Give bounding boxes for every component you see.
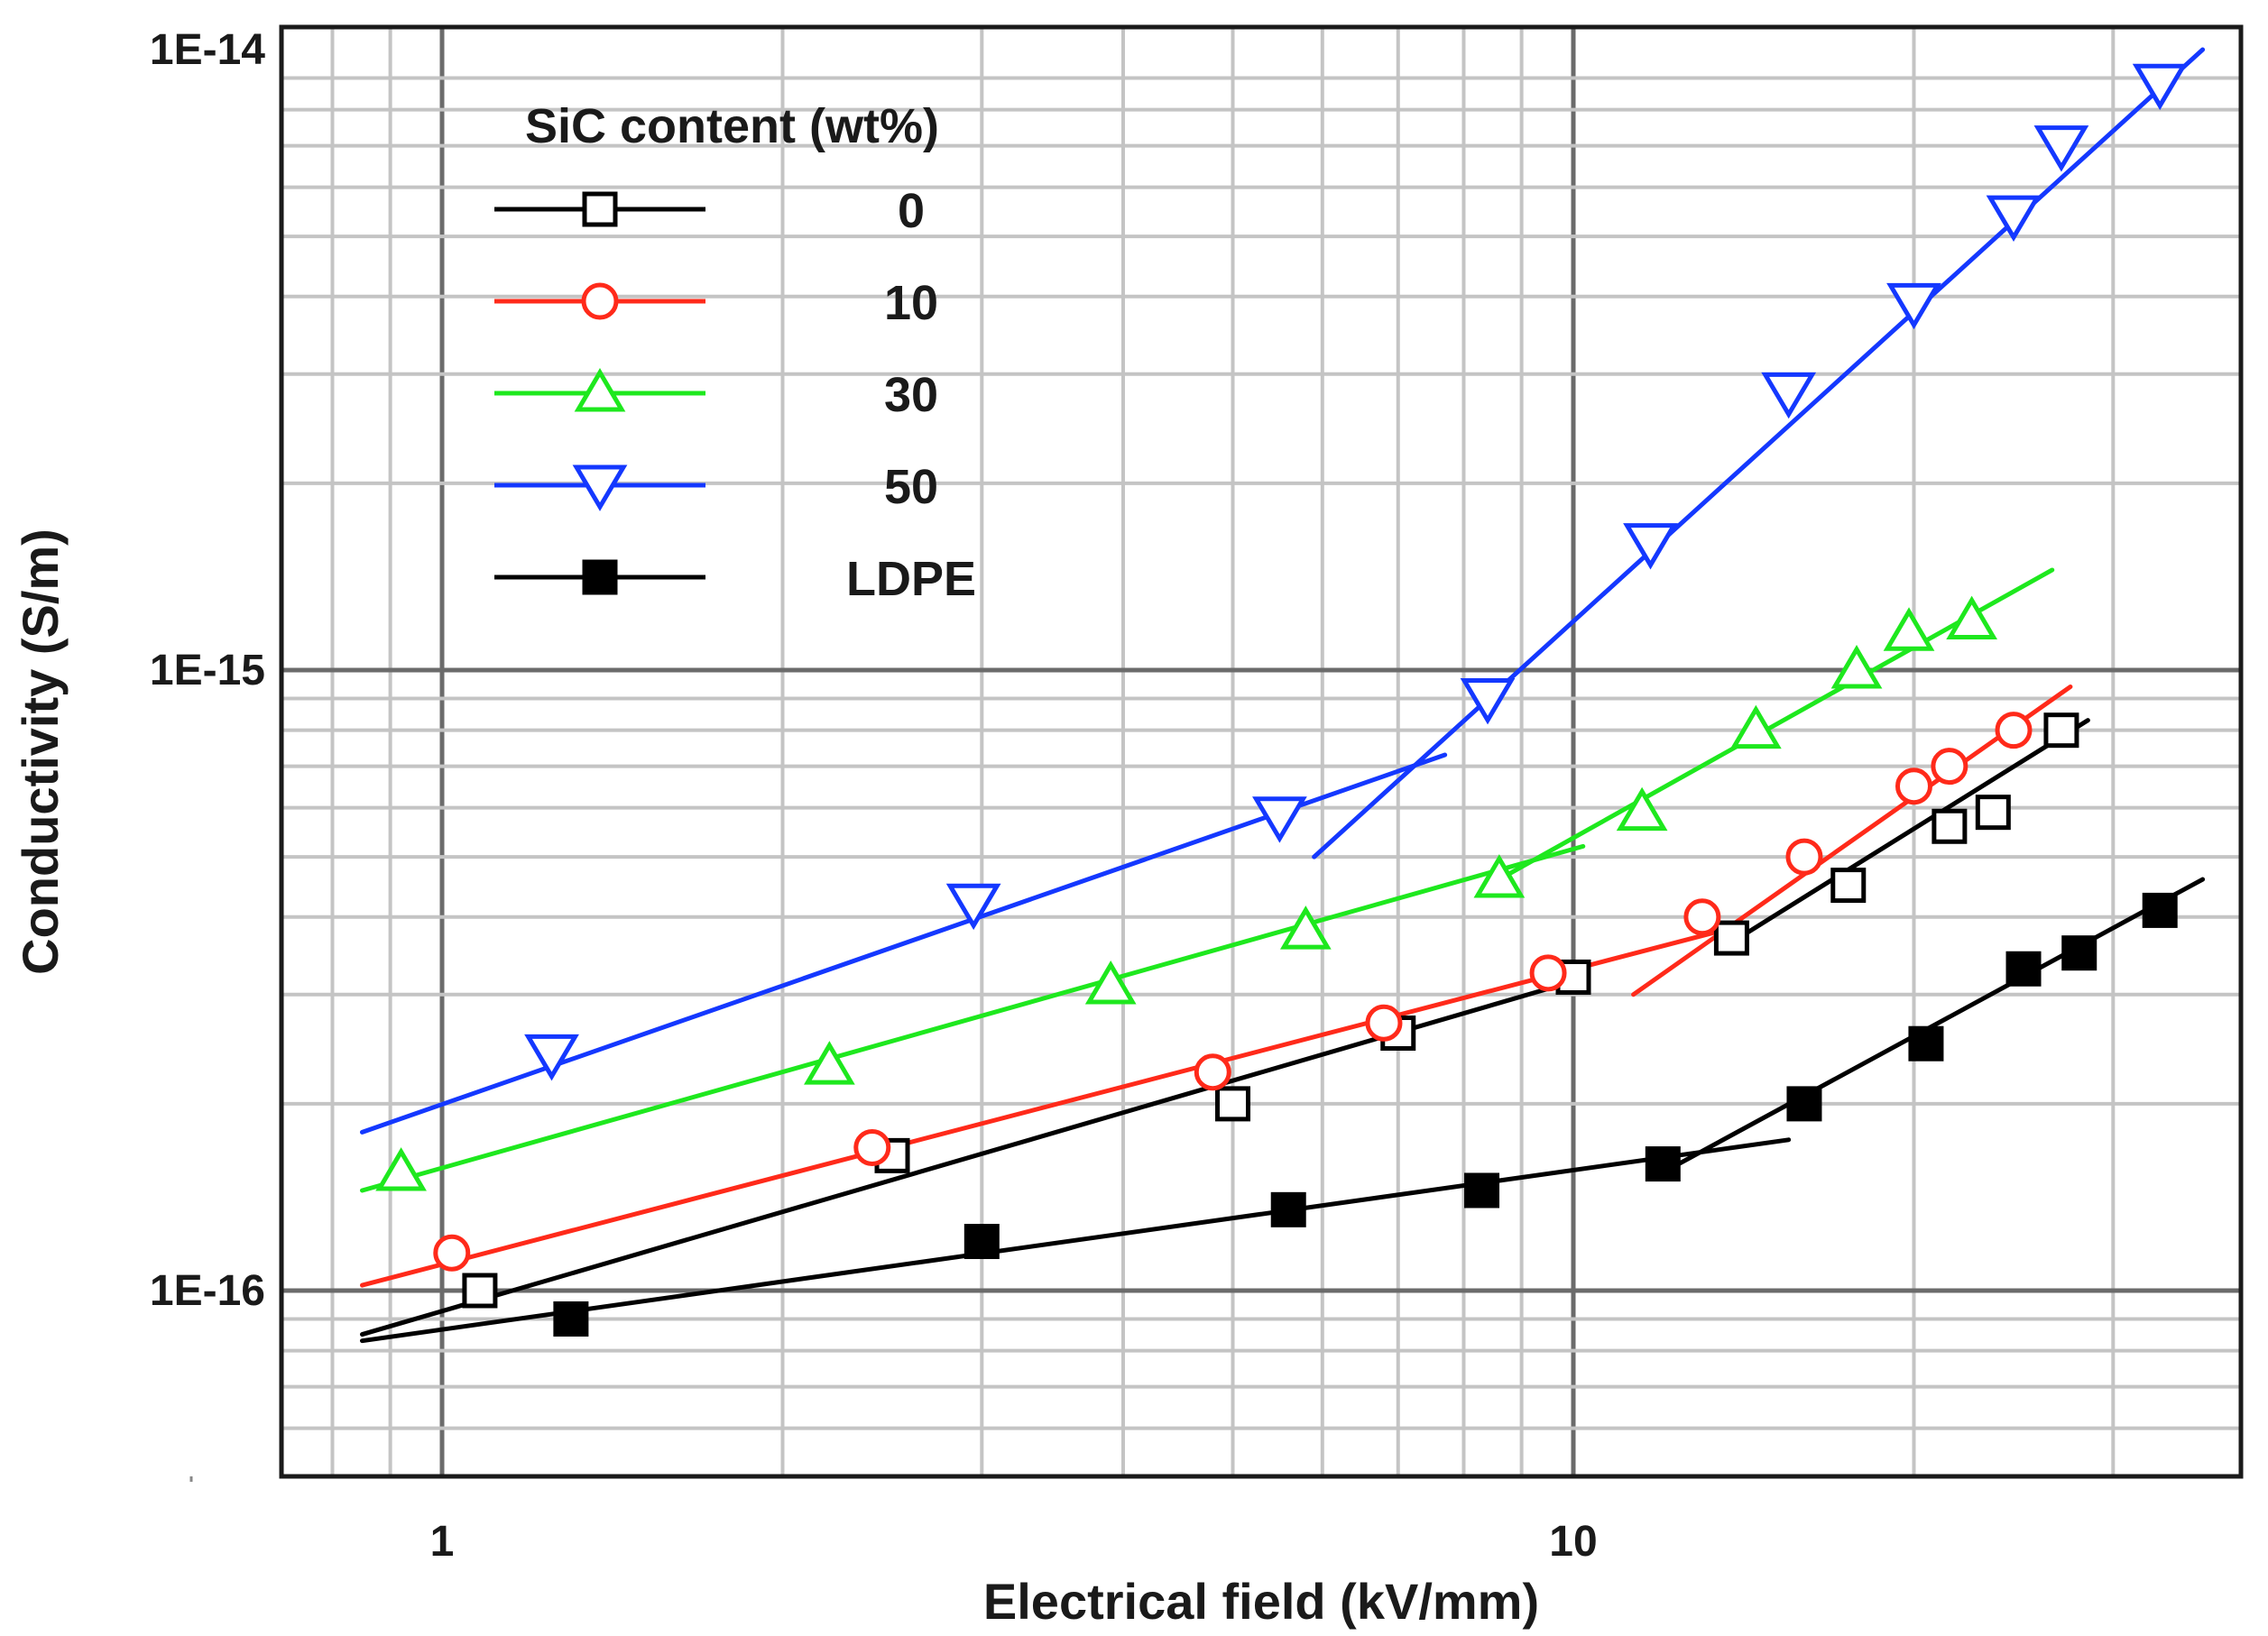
y-tick-label: 1E-15 xyxy=(150,647,265,694)
point-10 xyxy=(1529,954,1567,992)
x-axis-label: Electrical field (kV/mm) xyxy=(983,1573,1539,1630)
point-30 xyxy=(375,1147,427,1191)
fit-line-ldpe xyxy=(359,1137,1792,1344)
point-50 xyxy=(524,1034,579,1081)
point-50 xyxy=(2132,63,2188,111)
point-30 xyxy=(1946,595,1997,640)
point-10 xyxy=(1895,767,1932,805)
point-30 xyxy=(804,1041,855,1085)
point-ldpe xyxy=(2005,951,2042,987)
point-30 xyxy=(1279,905,1332,950)
point-10 xyxy=(853,1128,891,1166)
point-0 xyxy=(1713,920,1749,956)
data-markers xyxy=(375,63,2188,1337)
point-30 xyxy=(1729,704,1782,749)
fit-line-50 xyxy=(1312,47,2206,859)
fit-line-30 xyxy=(359,843,1586,1193)
legend-marker-0 xyxy=(582,191,618,227)
point-ldpe xyxy=(1464,1172,1500,1209)
legend-item-ldpe: LDPE xyxy=(494,552,976,606)
legend-label-30: 30 xyxy=(884,368,938,422)
point-30 xyxy=(1473,854,1526,898)
grid xyxy=(281,27,2241,1476)
point-10 xyxy=(1785,838,1823,876)
point-ldpe xyxy=(1270,1191,1306,1227)
y-axis-label: Conductivity (S/m) xyxy=(12,528,69,975)
point-10 xyxy=(1931,748,1968,786)
legend-label-50: 50 xyxy=(884,460,938,514)
point-30 xyxy=(1084,960,1137,1005)
legend-item-50: 50 xyxy=(494,460,938,514)
point-ldpe xyxy=(1786,1086,1822,1122)
point-10 xyxy=(1365,1004,1403,1042)
point-30 xyxy=(1616,786,1668,832)
point-ldpe xyxy=(2142,892,2178,928)
fit-line-ldpe xyxy=(1660,877,2206,1175)
point-50 xyxy=(1623,523,1678,570)
point-50 xyxy=(2033,125,2089,172)
legend: SiC content (wt%) 0 10 30 50 LDPE xyxy=(494,99,976,606)
point-10 xyxy=(1683,898,1721,936)
legend-marker-50 xyxy=(572,464,628,511)
point-0 xyxy=(1215,1086,1251,1122)
x-tick-label: 10 xyxy=(1549,1518,1597,1566)
fit-lines xyxy=(359,47,2206,1344)
legend-label-ldpe: LDPE xyxy=(846,552,976,606)
point-50 xyxy=(1460,677,1516,725)
fit-line-50 xyxy=(359,752,1448,1135)
legend-marker-10 xyxy=(581,282,619,320)
point-50 xyxy=(1252,796,1307,843)
y-tick-label: 1E-16 xyxy=(150,1267,265,1315)
x-tick-label: 1 xyxy=(430,1518,455,1566)
point-ldpe xyxy=(1645,1146,1681,1182)
point-30 xyxy=(1883,607,1935,651)
point-50 xyxy=(1886,282,1941,330)
point-ldpe xyxy=(2061,935,2097,971)
point-10 xyxy=(433,1234,471,1272)
legend-label-0: 0 xyxy=(898,184,925,238)
point-0 xyxy=(462,1273,498,1309)
point-ldpe xyxy=(1908,1025,1944,1062)
point-ldpe xyxy=(963,1224,1000,1260)
point-50 xyxy=(1761,372,1817,419)
y-tick-label: 1E-14 xyxy=(150,26,265,74)
fit-line-0 xyxy=(359,979,1576,1337)
legend-label-10: 10 xyxy=(884,276,938,330)
point-0 xyxy=(2043,712,2079,749)
tick-labels: 1 10 1E-16 1E-15 1E-14 xyxy=(150,26,1598,1566)
legend-marker-ldpe xyxy=(582,559,618,595)
legend-marker-30 xyxy=(574,368,626,412)
legend-item-30: 30 xyxy=(494,368,938,422)
point-10 xyxy=(1995,712,2033,749)
legend-title: SiC content (wt%) xyxy=(525,99,939,153)
legend-item-10: 10 xyxy=(494,276,938,330)
point-30 xyxy=(1830,645,1883,689)
point-50 xyxy=(945,883,1001,931)
point-50 xyxy=(1986,195,2042,243)
legend-item-0: 0 xyxy=(494,184,925,238)
plot-frame xyxy=(279,24,2244,1479)
fit-line-0 xyxy=(1736,718,2090,941)
point-10 xyxy=(1194,1053,1231,1091)
fit-line-10 xyxy=(359,928,1723,1288)
point-0 xyxy=(1975,795,2011,831)
point-0 xyxy=(1931,808,1968,844)
point-ldpe xyxy=(553,1301,589,1337)
point-0 xyxy=(1830,868,1867,904)
